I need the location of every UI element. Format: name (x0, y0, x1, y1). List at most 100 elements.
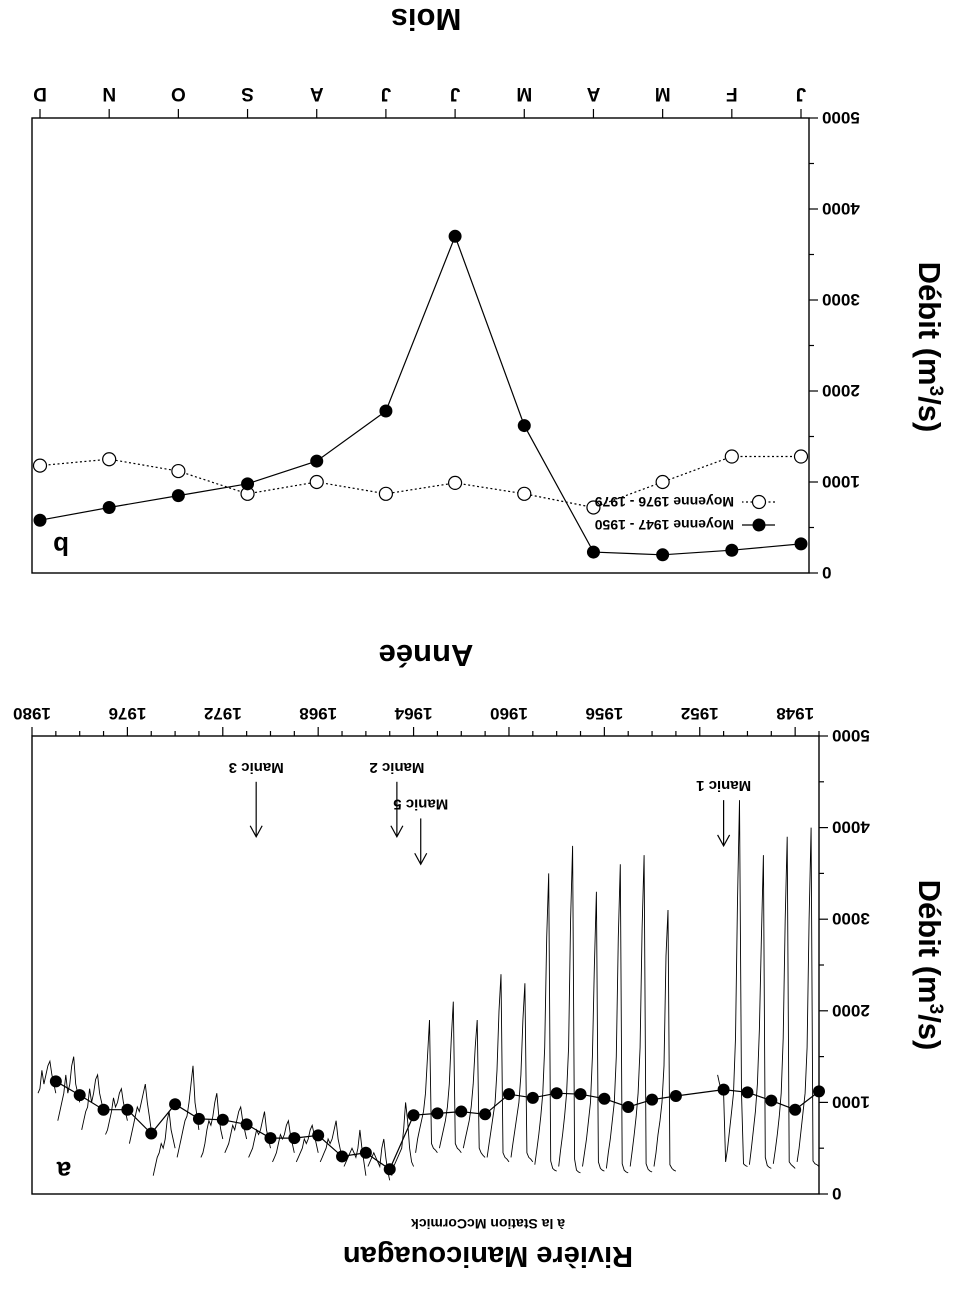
panel-a-plot (37, 800, 825, 1181)
series-1976-1979-point (586, 500, 601, 515)
panel-a-axes: 1948 1952 1956 1960 1964 1968 1972 1976 1980 0 100… (13, 704, 870, 1203)
x-tick-label: J (381, 83, 392, 104)
x-tick-label: M (516, 83, 532, 104)
series-1947-1950-point (656, 548, 670, 562)
annotation-arrowhead (414, 852, 428, 866)
monthly-flow-line (605, 864, 629, 1174)
y-tick-label: 1000 (822, 472, 860, 491)
series-1947-1950-point (517, 419, 531, 433)
series-1976-1979-point (447, 475, 463, 491)
annual-mean-point (598, 1092, 611, 1105)
annotation-label: Manic 3 (229, 759, 284, 776)
series-1976-1979-point (517, 486, 532, 501)
monthly-flow-line (510, 983, 534, 1163)
annual-mean-point (359, 1146, 372, 1159)
series-1947-1950-point (171, 489, 185, 503)
legend-label-1976-1979: Moyenne 1976 - 1979 (594, 494, 734, 510)
panel-b-plot (32, 229, 809, 562)
panel-b-axes: J F M A M J J A S O N D 0 1000 2000 3000 4000 5000 (33, 83, 860, 582)
panel-a-y-axis-title: Débit (m3/s) (912, 880, 947, 1051)
series-1947-1950-point (241, 477, 255, 491)
x-tick-label: F (726, 83, 738, 104)
monthly-flow-line (582, 891, 605, 1172)
monthly-flow-line (105, 1087, 128, 1135)
series-1976-1979-point (32, 458, 48, 473)
series-1976-1979-line (39, 455, 801, 509)
series-1947-1950-point (725, 543, 739, 557)
x-tick-label: 1964 (394, 704, 432, 723)
monthly-flow-line (717, 800, 748, 1167)
series-1976-1979-point (724, 449, 739, 464)
figure-title: Rivière Manicouagan (343, 1240, 633, 1272)
y-tick-label: 2000 (832, 1001, 870, 1020)
monthly-flow-line (81, 1073, 104, 1130)
monthly-flow-line (772, 836, 796, 1169)
series-1947-1950-point (379, 404, 393, 418)
y-tick-label: 5000 (832, 726, 870, 745)
panel-b-label: b (53, 531, 69, 561)
y-tick-label: 5000 (822, 108, 860, 127)
x-tick-label: 1968 (299, 704, 337, 723)
x-tick-label: D (33, 83, 47, 104)
annual-mean-point (407, 1109, 420, 1122)
annotation-label: Manic 2 (369, 759, 424, 776)
series-1947-1950-point (448, 229, 462, 243)
annual-mean-point (502, 1088, 515, 1101)
annual-mean-point (669, 1089, 682, 1102)
y-tick-label: 1000 (832, 1092, 870, 1111)
monthly-flow-line (200, 1093, 224, 1158)
x-tick-label: M (655, 83, 671, 104)
x-tick-label: J (450, 83, 461, 104)
monthly-flow-line (629, 855, 653, 1173)
panel-a-x-axis-title: Année (379, 638, 474, 673)
series-1976-1979-point (378, 486, 394, 501)
legend-label-1947-1950: Moyenne 1947 - 1950 (594, 517, 734, 533)
y-tick-label: 2000 (822, 381, 860, 400)
annual-mean-point (264, 1132, 277, 1145)
monthly-flow-line (367, 1138, 391, 1181)
series-1947-1950-line (39, 234, 802, 556)
annual-mean-point (145, 1127, 158, 1140)
annotation-arrowhead (249, 825, 263, 839)
series-1976-1979-point (171, 463, 186, 479)
annual-mean-point (97, 1103, 110, 1116)
x-tick-label: 1972 (204, 704, 242, 723)
series-1947-1950-point (794, 537, 808, 551)
panel-b: J F M A M J J A S O N D 0 1000 2000 3000 4000 5000 b Moye… (31, 2, 947, 582)
panel-a-label: a (56, 1156, 71, 1186)
legend-marker-1947-1950 (752, 518, 766, 532)
x-tick-label: A (310, 83, 324, 104)
series-1947-1950-point (586, 545, 600, 559)
annual-mean-point (813, 1085, 825, 1098)
annotation-label: Manic 1 (696, 777, 751, 794)
annual-mean-point (622, 1100, 635, 1113)
annual-mean-point (479, 1108, 492, 1121)
x-tick-label: O (171, 83, 186, 104)
annual-mean-point (121, 1103, 134, 1116)
annual-mean-point (240, 1118, 253, 1131)
y-tick-label: 0 (832, 1184, 841, 1203)
figure-subtitle: à la Station McCormick (411, 1216, 565, 1232)
panel-b-legend: Moyenne 1947 - 1950 Moyenne 1976 - 1979 (594, 494, 775, 533)
x-tick-label: J (796, 83, 807, 104)
x-tick-label: 1948 (776, 704, 814, 723)
x-tick-label: 1952 (681, 704, 719, 723)
annual-mean-point (336, 1150, 349, 1163)
x-tick-label: A (586, 83, 600, 104)
y-tick-label: 4000 (822, 199, 860, 218)
series-1947-1950-point (33, 513, 47, 527)
annual-mean-point (216, 1113, 229, 1126)
annual-mean-point (49, 1075, 62, 1088)
annual-mean-point (765, 1094, 778, 1107)
annual-mean-point (741, 1086, 754, 1099)
monthly-flow-line (748, 855, 772, 1169)
series-1947-1950-point (310, 454, 324, 468)
monthly-flow-line (224, 1105, 248, 1153)
x-tick-label: 1956 (585, 704, 623, 723)
y-tick-label: 3000 (822, 290, 860, 309)
y-tick-label: 0 (822, 563, 831, 582)
legend-marker-1976-1979 (751, 494, 767, 510)
annotation-arrowhead (390, 825, 404, 839)
annual-mean-point (646, 1093, 659, 1106)
